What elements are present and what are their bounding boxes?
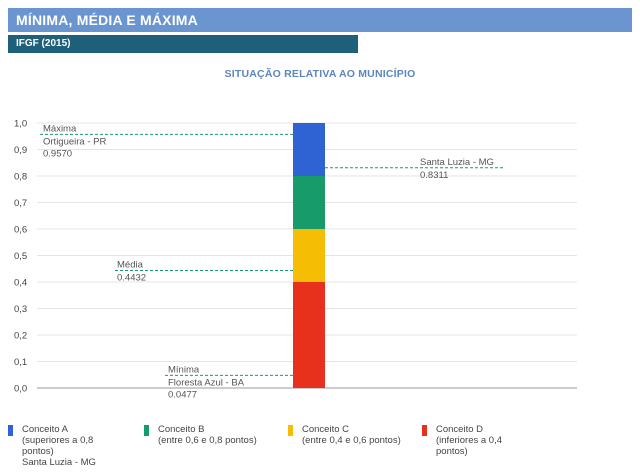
legend-desc: (entre 0,6 e 0,8 pontos) <box>158 435 257 446</box>
annotation-value: 0.9570 <box>43 148 72 159</box>
y-tick-label: 0,2 <box>14 331 27 342</box>
legend-desc: (inferiores a 0,4 <box>436 435 503 446</box>
y-tick-label: 0,6 <box>14 225 27 236</box>
annotation-label: Máxima <box>43 123 77 134</box>
section-subtitle: IFGF (2015) <box>8 35 358 53</box>
legend-desc: Santa Luzia - MG <box>22 457 96 468</box>
legend-swatch <box>422 425 427 436</box>
legend-desc: (entre 0,4 e 0,6 pontos) <box>302 435 401 446</box>
legend-label: Conceito A <box>22 424 68 435</box>
legend-swatch <box>144 425 149 436</box>
annotation-value: 0.8311 <box>420 170 448 181</box>
y-tick-label: 0,9 <box>14 145 27 156</box>
y-tick-label: 0,3 <box>14 304 27 315</box>
legend-label: Conceito C <box>302 424 349 435</box>
annotation-label: Santa Luzia - MG <box>420 157 494 168</box>
annotation-label: Mínima <box>168 364 200 375</box>
legend-desc: pontos) <box>22 446 54 457</box>
y-tick-label: 0,4 <box>14 278 27 289</box>
bar-segment <box>293 282 325 388</box>
bar-segment <box>293 123 325 176</box>
legend-label: Conceito D <box>436 424 483 435</box>
bar-segment <box>293 176 325 229</box>
y-tick-label: 0,5 <box>14 251 27 262</box>
page-title: MÍNIMA, MÉDIA E MÁXIMA <box>8 8 632 32</box>
y-tick-label: 0,7 <box>14 198 27 209</box>
legend-desc: pontos) <box>436 446 468 457</box>
chart-title: SITUAÇÃO RELATIVA AO MUNICÍPIO <box>224 68 416 80</box>
legend-label: Conceito B <box>158 424 205 435</box>
legend-swatch <box>288 425 293 436</box>
y-tick-label: 1,0 <box>14 119 27 130</box>
legend-swatch <box>8 425 13 436</box>
annotation-sublabel: Floresta Azul - BA <box>168 377 245 388</box>
annotation-label: Média <box>117 260 144 271</box>
legend-desc: (superiores a 0,8 <box>22 435 94 446</box>
annotation-value: 0.4432 <box>117 273 146 284</box>
bar-segment <box>293 229 325 282</box>
annotation-sublabel: Ortigueira - PR <box>43 136 106 147</box>
annotation-value: 0.0477 <box>168 389 197 400</box>
y-tick-label: 0,1 <box>14 357 27 368</box>
y-tick-label: 0,0 <box>14 384 27 395</box>
y-tick-label: 0,8 <box>14 172 27 183</box>
